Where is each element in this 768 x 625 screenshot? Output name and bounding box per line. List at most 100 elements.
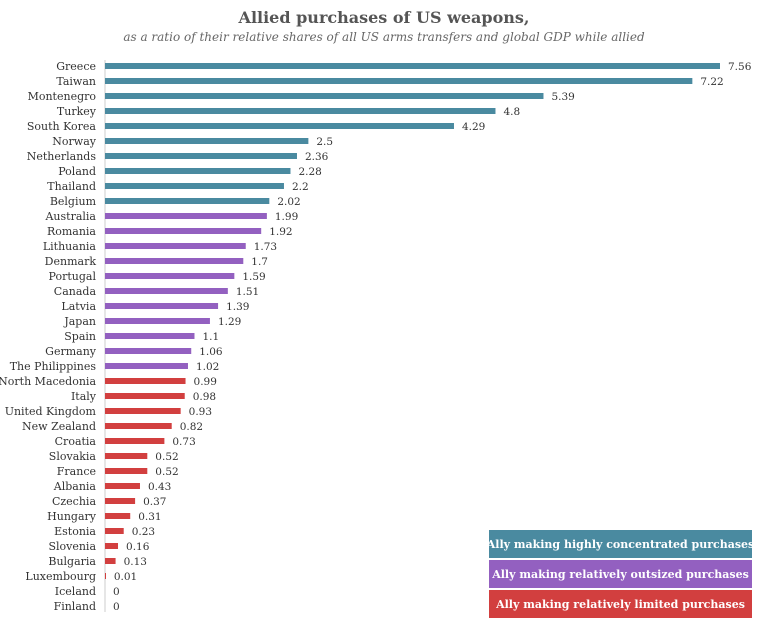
category-label-canada: Canada bbox=[54, 285, 97, 298]
bar-slovakia bbox=[105, 453, 148, 459]
category-label-netherlands: Netherlands bbox=[27, 150, 97, 163]
bar-bulgaria bbox=[105, 558, 116, 564]
legend-item-outsized: Ally making relatively outsized purchase… bbox=[489, 560, 752, 588]
legend-item-limited: Ally making relatively limited purchases bbox=[489, 590, 752, 618]
value-label-south-korea: 4.29 bbox=[462, 121, 485, 133]
category-label-finland: Finland bbox=[54, 600, 96, 613]
category-label-united-kingdom: United Kingdom bbox=[5, 405, 97, 418]
category-label-croatia: Croatia bbox=[55, 435, 97, 448]
value-label-netherlands: 2.36 bbox=[305, 151, 329, 163]
category-label-bulgaria: Bulgaria bbox=[48, 555, 96, 568]
bar-the-philippines bbox=[105, 363, 188, 369]
category-label-portugal: Portugal bbox=[49, 270, 97, 283]
category-label-luxembourg: Luxembourg bbox=[25, 570, 96, 583]
bar-czechia bbox=[105, 498, 136, 504]
category-label-poland: Poland bbox=[58, 165, 96, 178]
bar-new-zealand bbox=[105, 423, 172, 429]
bar-luxembourg bbox=[105, 573, 106, 579]
value-label-finland: 0 bbox=[113, 601, 120, 613]
category-label-taiwan: Taiwan bbox=[56, 75, 96, 88]
bar-north-macedonia bbox=[105, 378, 186, 384]
bar-japan bbox=[105, 318, 210, 324]
category-label-norway: Norway bbox=[52, 135, 96, 148]
category-label-latvia: Latvia bbox=[61, 300, 96, 313]
bar-romania bbox=[105, 228, 262, 234]
category-label-estonia: Estonia bbox=[54, 525, 96, 538]
value-label-albania: 0.43 bbox=[148, 481, 171, 493]
chart-title: Allied purchases of US weapons, bbox=[238, 8, 530, 27]
category-label-iceland: Iceland bbox=[55, 585, 96, 598]
value-label-slovenia: 0.16 bbox=[126, 541, 150, 553]
value-label-iceland: 0 bbox=[113, 586, 120, 598]
bar-latvia bbox=[105, 303, 219, 309]
category-label-montenegro: Montenegro bbox=[28, 90, 97, 103]
category-label-albania: Albania bbox=[53, 480, 97, 493]
value-label-turkey: 4.8 bbox=[503, 106, 520, 118]
value-label-bulgaria: 0.13 bbox=[124, 556, 147, 568]
value-label-slovakia: 0.52 bbox=[155, 451, 178, 463]
value-label-canada: 1.51 bbox=[236, 286, 259, 298]
bar-south-korea bbox=[105, 123, 454, 129]
category-label-lithuania: Lithuania bbox=[43, 240, 97, 253]
bar-poland bbox=[105, 168, 291, 174]
value-label-the-philippines: 1.02 bbox=[196, 361, 219, 373]
value-label-luxembourg: 0.01 bbox=[114, 571, 137, 583]
value-label-hungary: 0.31 bbox=[138, 511, 161, 523]
category-label-germany: Germany bbox=[45, 345, 97, 358]
value-label-lithuania: 1.73 bbox=[254, 241, 277, 253]
category-label-hungary: Hungary bbox=[47, 510, 97, 523]
bar-australia bbox=[105, 213, 267, 219]
value-label-belgium: 2.02 bbox=[277, 196, 300, 208]
category-label-romania: Romania bbox=[47, 225, 96, 238]
category-label-thailand: Thailand bbox=[47, 180, 96, 193]
value-label-north-macedonia: 0.99 bbox=[194, 376, 217, 388]
category-label-slovakia: Slovakia bbox=[49, 450, 97, 463]
bar-spain bbox=[105, 333, 195, 339]
value-label-thailand: 2.2 bbox=[292, 181, 309, 193]
bar-taiwan bbox=[105, 78, 693, 84]
category-label-japan: Japan bbox=[63, 315, 96, 328]
bar-thailand bbox=[105, 183, 284, 189]
category-label-greece: Greece bbox=[56, 60, 96, 73]
bar-greece bbox=[105, 63, 720, 69]
category-label-denmark: Denmark bbox=[45, 255, 97, 268]
bar-estonia bbox=[105, 528, 124, 534]
category-label-czechia: Czechia bbox=[52, 495, 96, 508]
category-label-turkey: Turkey bbox=[57, 105, 97, 118]
bar-slovenia bbox=[105, 543, 119, 549]
value-label-greece: 7.56 bbox=[728, 61, 752, 73]
value-label-poland: 2.28 bbox=[298, 166, 321, 178]
value-label-taiwan: 7.22 bbox=[700, 76, 723, 88]
value-label-romania: 1.92 bbox=[269, 226, 292, 238]
bar-montenegro bbox=[105, 93, 544, 99]
legend-item-concentrated: Ally making highly concentrated purchase… bbox=[487, 530, 754, 558]
bar-italy bbox=[105, 393, 185, 399]
value-label-estonia: 0.23 bbox=[132, 526, 155, 538]
category-label-south-korea: South Korea bbox=[27, 120, 97, 133]
bar-denmark bbox=[105, 258, 244, 264]
value-label-croatia: 0.73 bbox=[172, 436, 195, 448]
value-label-germany: 1.06 bbox=[199, 346, 223, 358]
value-label-norway: 2.5 bbox=[316, 136, 333, 148]
chart-subtitle: as a ratio of their relative shares of a… bbox=[123, 30, 645, 44]
value-label-latvia: 1.39 bbox=[226, 301, 249, 313]
bar-croatia bbox=[105, 438, 165, 444]
bar-lithuania bbox=[105, 243, 246, 249]
value-label-czechia: 0.37 bbox=[143, 496, 166, 508]
value-label-australia: 1.99 bbox=[275, 211, 298, 223]
value-label-japan: 1.29 bbox=[218, 316, 241, 328]
value-label-denmark: 1.7 bbox=[251, 256, 268, 268]
bar-netherlands bbox=[105, 153, 297, 159]
category-label-france: France bbox=[57, 465, 96, 478]
legend: Ally making highly concentrated purchase… bbox=[487, 530, 754, 620]
bar-germany bbox=[105, 348, 192, 354]
category-label-north-macedonia: North Macedonia bbox=[0, 375, 96, 388]
bar-albania bbox=[105, 483, 140, 489]
bar-turkey bbox=[105, 108, 496, 114]
value-label-spain: 1.1 bbox=[202, 331, 219, 343]
category-label-belgium: Belgium bbox=[50, 195, 97, 208]
bar-canada bbox=[105, 288, 228, 294]
value-label-united-kingdom: 0.93 bbox=[189, 406, 212, 418]
value-label-france: 0.52 bbox=[155, 466, 178, 478]
